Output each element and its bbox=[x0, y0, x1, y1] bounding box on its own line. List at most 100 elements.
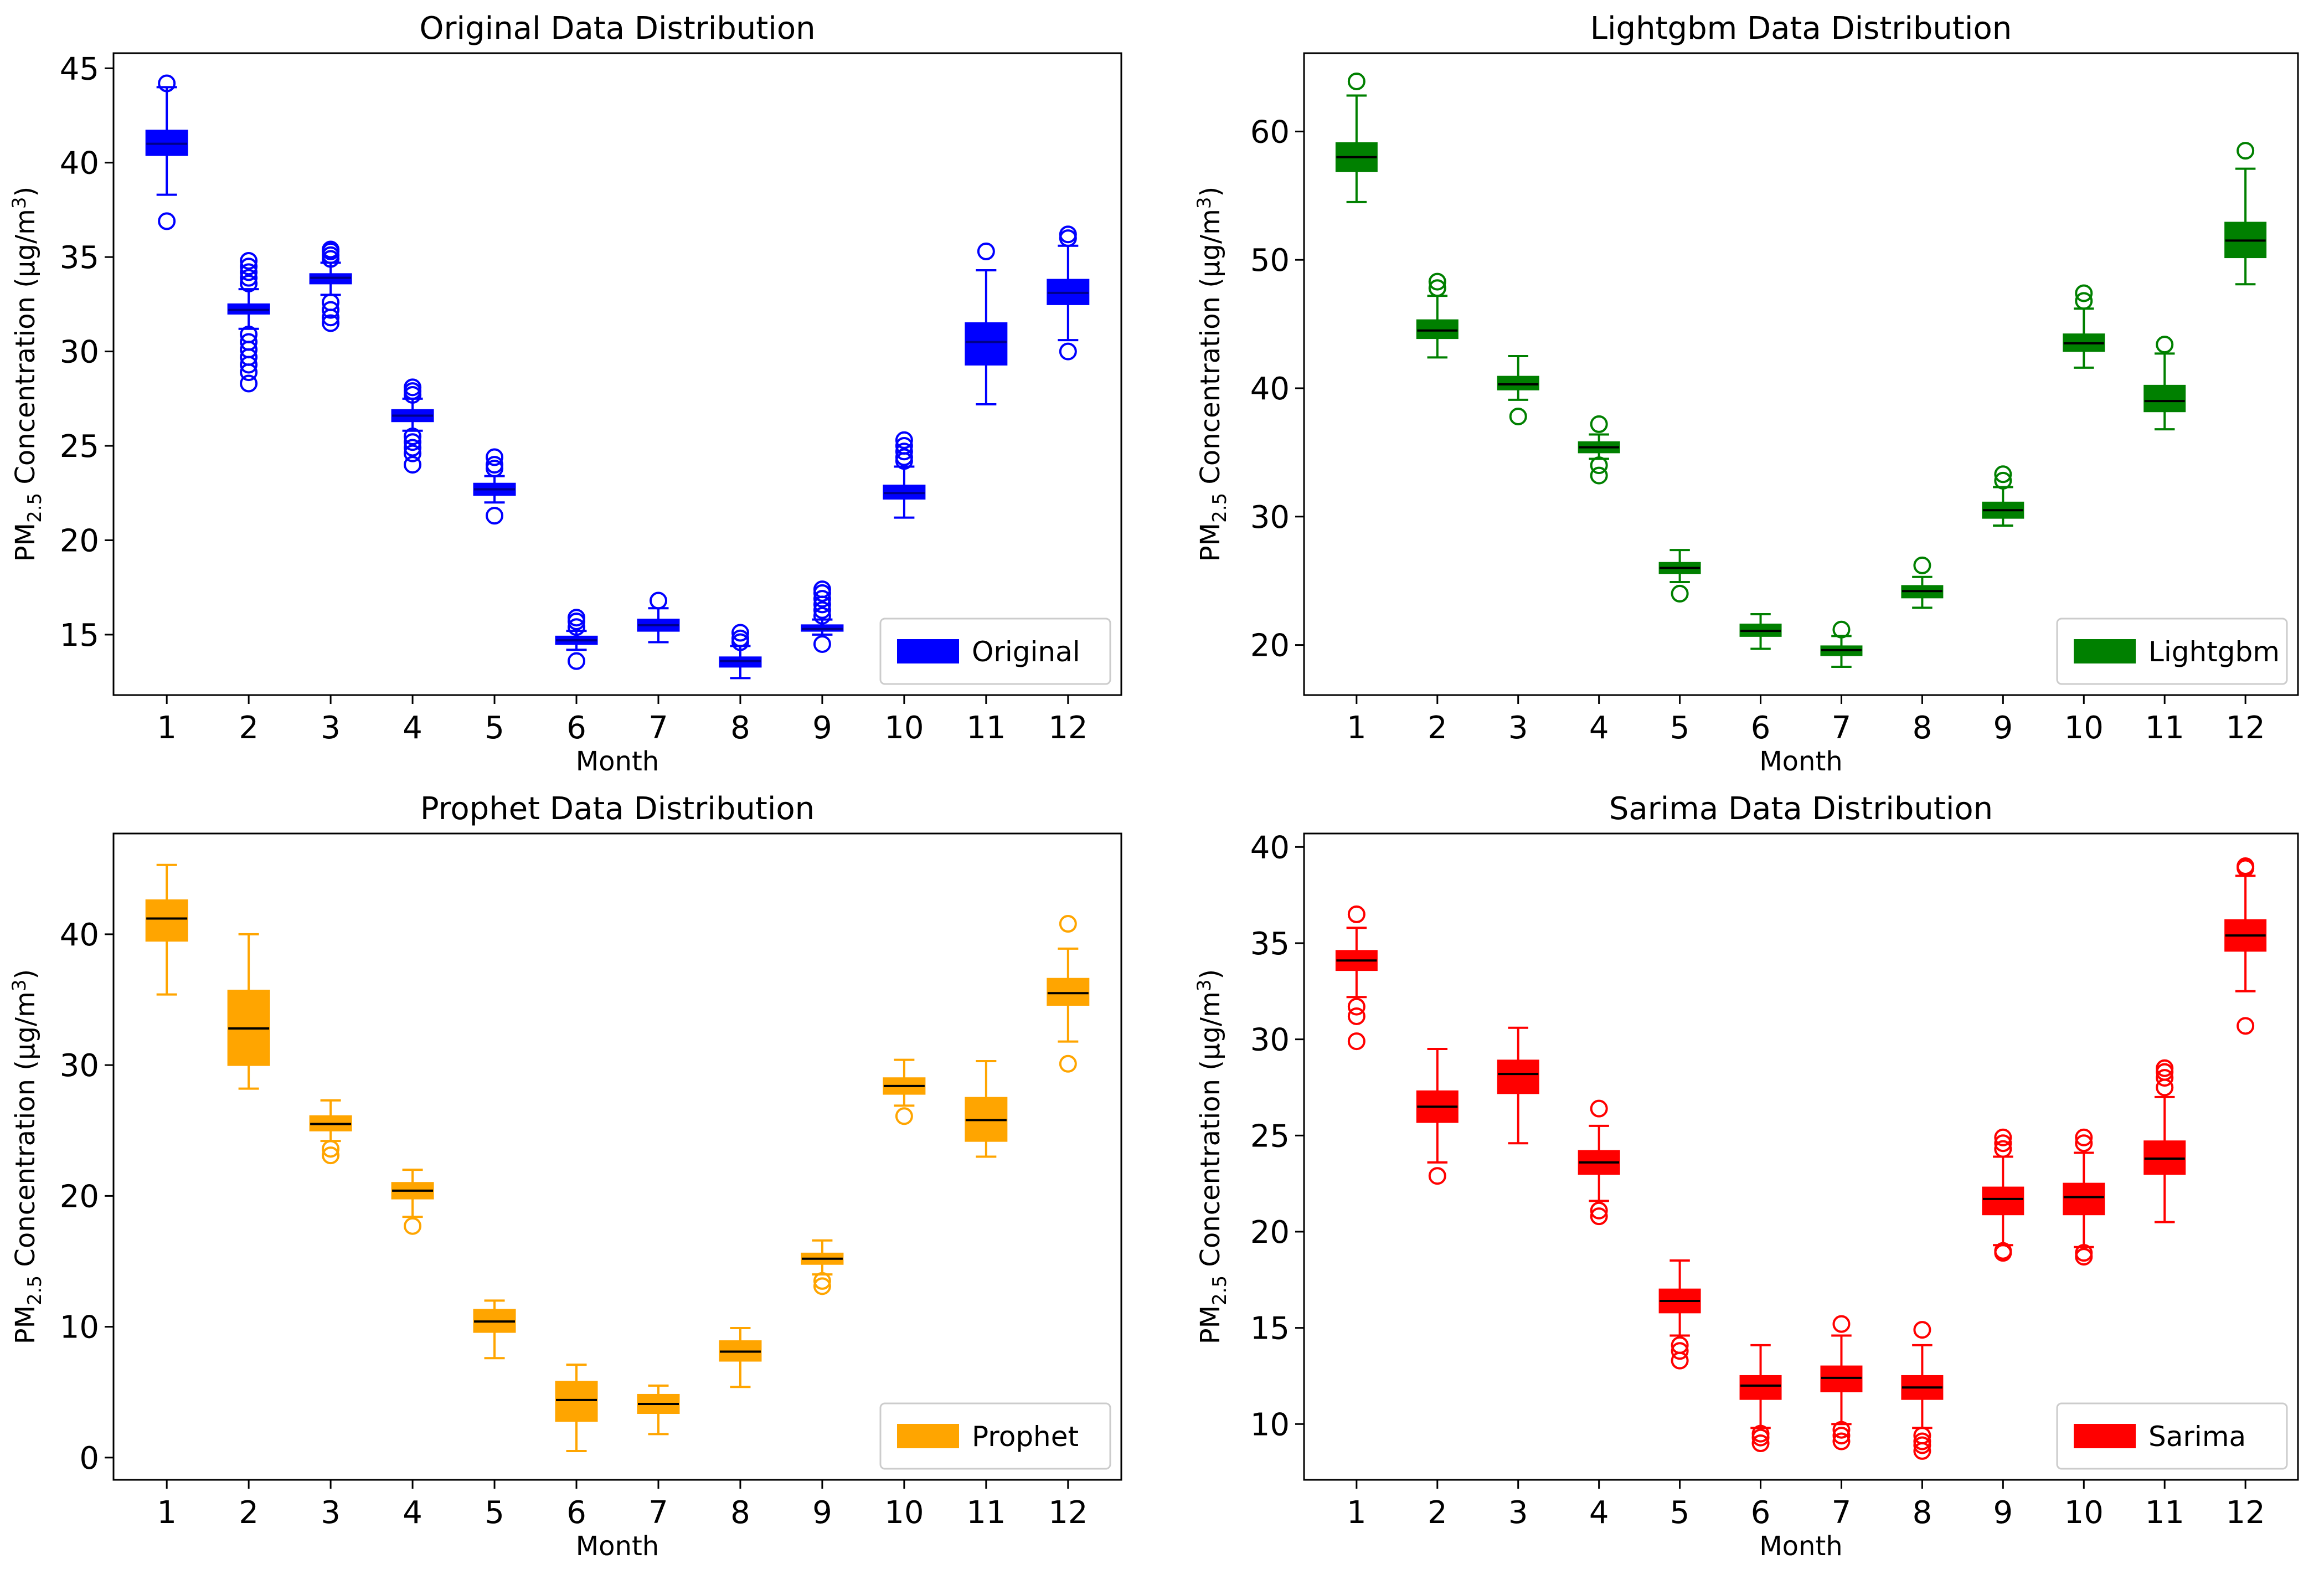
y-tick-label: 15 bbox=[60, 618, 99, 654]
y-axis-label-part: 2.5 bbox=[24, 493, 46, 523]
legend-label: Sarima bbox=[2148, 1421, 2246, 1453]
outlier-point bbox=[2156, 336, 2174, 354]
y-axis-label: PM2.5 Concentration (µg/m3) bbox=[8, 969, 46, 1345]
outlier-point bbox=[1059, 229, 1077, 248]
outlier-point bbox=[486, 507, 504, 525]
y-axis-label-part: Concentration (µg/m bbox=[10, 991, 41, 1275]
outlier-point bbox=[1428, 1167, 1446, 1185]
legend-frame bbox=[879, 1402, 1111, 1470]
outlier-point bbox=[895, 437, 913, 455]
box-month-2 bbox=[227, 933, 270, 1090]
chart-title: Original Data Distribution bbox=[419, 11, 815, 47]
box-month-5 bbox=[1658, 549, 1701, 603]
outlier-point bbox=[240, 356, 258, 374]
outlier-point bbox=[895, 1107, 913, 1125]
outlier-point bbox=[1590, 1201, 1608, 1220]
outlier-point bbox=[1913, 1436, 1931, 1454]
y-axis-label-part: 2.5 bbox=[24, 1275, 46, 1305]
outlier-point bbox=[2075, 1128, 2093, 1146]
legend-swatch bbox=[897, 1424, 959, 1448]
box-month-8 bbox=[719, 1326, 762, 1388]
outlier-point bbox=[895, 448, 913, 466]
outlier-point bbox=[2237, 857, 2255, 876]
box-month-3 bbox=[1497, 1026, 1539, 1145]
outlier-point bbox=[813, 601, 831, 619]
x-tick-label: 12 bbox=[2226, 1495, 2265, 1531]
box-month-2 bbox=[227, 251, 270, 393]
x-tick-label: 2 bbox=[1428, 1495, 1447, 1531]
chart-original: Original Data Distribution 15 20 25 30 35 40 45… bbox=[0, 0, 1146, 781]
box-iqr bbox=[1497, 1059, 1539, 1094]
y-tick-label: 15 bbox=[1250, 1311, 1290, 1347]
x-tick-label: 6 bbox=[1751, 1495, 1771, 1531]
y-axis-label-part: ) bbox=[10, 969, 41, 980]
y-tick-label: 20 bbox=[60, 523, 99, 559]
outlier-point bbox=[1832, 1432, 1851, 1450]
y-tick-label: 45 bbox=[60, 51, 99, 87]
x-tick-label: 2 bbox=[1428, 710, 1447, 746]
x-tick-label: 7 bbox=[648, 710, 668, 746]
box-month-9 bbox=[801, 580, 844, 653]
outlier-point bbox=[1347, 72, 1365, 90]
box-iqr bbox=[1047, 978, 1090, 1006]
outlier-point bbox=[240, 258, 258, 276]
box-iqr bbox=[555, 1381, 598, 1422]
outlier-point bbox=[2075, 292, 2093, 310]
box-month-11 bbox=[965, 242, 1008, 406]
x-tick-label: 5 bbox=[1670, 710, 1690, 746]
outlier-point bbox=[1671, 584, 1689, 603]
outlier-point bbox=[1590, 456, 1608, 475]
y-axis-label-part: PM bbox=[10, 523, 41, 562]
legend-swatch bbox=[2074, 1424, 2136, 1448]
box-month-9 bbox=[1982, 1128, 2024, 1262]
x-tick-label: 4 bbox=[403, 710, 422, 746]
y-tick-label: 40 bbox=[1250, 371, 1290, 407]
x-tick-label: 12 bbox=[1048, 710, 1088, 746]
x-tick-label: 10 bbox=[884, 710, 924, 746]
x-axis-label: Month bbox=[576, 746, 659, 777]
y-axis-label-part: Concentration (µg/m bbox=[10, 209, 41, 493]
x-tick-label: 1 bbox=[157, 710, 177, 746]
box-month-10 bbox=[883, 431, 926, 519]
x-tick-label: 3 bbox=[321, 710, 341, 746]
legend-swatch bbox=[897, 639, 959, 663]
outlier-point bbox=[240, 374, 258, 393]
outlier-point bbox=[1347, 1007, 1365, 1025]
outlier-point bbox=[2237, 142, 2255, 160]
x-tick-label: 4 bbox=[403, 1495, 422, 1531]
x-tick-label: 2 bbox=[239, 1495, 259, 1531]
outlier-point bbox=[1994, 471, 2012, 490]
box-month-7 bbox=[637, 591, 680, 644]
x-tick-label: 12 bbox=[2226, 710, 2265, 746]
x-tick-label: 6 bbox=[1751, 710, 1771, 746]
x-tick-label: 11 bbox=[2145, 1495, 2184, 1531]
box-month-8 bbox=[1901, 556, 1944, 609]
outlier-point bbox=[1590, 1207, 1608, 1226]
box-iqr bbox=[2143, 384, 2186, 413]
box-month-12 bbox=[2224, 857, 2267, 1035]
outlier-point bbox=[895, 443, 913, 461]
outlier-point bbox=[813, 580, 831, 599]
box-month-12 bbox=[1047, 915, 1090, 1073]
axes-frame bbox=[112, 52, 1122, 696]
box-iqr bbox=[965, 322, 1008, 366]
x-tick-label: 11 bbox=[966, 710, 1006, 746]
legend: Sarima bbox=[2056, 1402, 2288, 1470]
outlier-point bbox=[1832, 1427, 1851, 1445]
outlier-point bbox=[1059, 1054, 1077, 1073]
box-month-4 bbox=[391, 378, 434, 474]
y-axis-label-part: ) bbox=[1195, 969, 1226, 980]
outlier-point bbox=[1832, 1421, 1851, 1439]
legend-frame bbox=[2056, 618, 2288, 685]
legend-swatch bbox=[2074, 639, 2136, 663]
outlier-point bbox=[1994, 465, 2012, 483]
outlier-point bbox=[2156, 1069, 2174, 1087]
outlier-point bbox=[158, 212, 176, 230]
x-tick-label: 4 bbox=[1589, 710, 1609, 746]
box-month-9 bbox=[801, 1239, 844, 1295]
x-tick-label: 10 bbox=[884, 1495, 924, 1531]
chart-title: Prophet Data Distribution bbox=[420, 791, 815, 827]
box-month-3 bbox=[1497, 355, 1539, 425]
